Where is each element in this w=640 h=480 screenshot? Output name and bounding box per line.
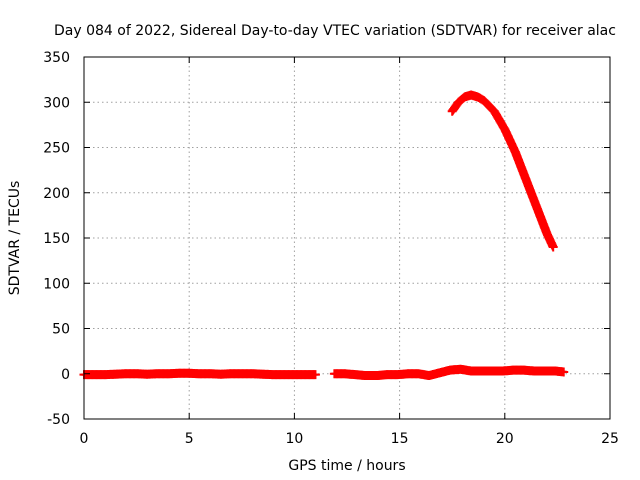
y-tick-label: 350 bbox=[43, 50, 70, 66]
data-point bbox=[548, 242, 558, 252]
y-tick-label: 0 bbox=[61, 367, 70, 383]
x-tick-label: 20 bbox=[496, 431, 514, 447]
data-point bbox=[310, 370, 320, 380]
y-tick-label: 150 bbox=[43, 231, 70, 247]
y-tick-label: 50 bbox=[52, 322, 70, 338]
y-tick-label: 200 bbox=[43, 186, 70, 202]
y-tick-label: 300 bbox=[43, 95, 70, 111]
y-tick-label: -50 bbox=[47, 412, 70, 428]
data-point bbox=[559, 367, 569, 377]
x-tick-label: 25 bbox=[601, 431, 619, 447]
x-tick-label: 10 bbox=[285, 431, 303, 447]
chart-title: Day 084 of 2022, Sidereal Day-to-day VTE… bbox=[54, 23, 616, 39]
x-tick-label: 5 bbox=[185, 431, 194, 447]
y-axis-label: SDTVAR / TECUs bbox=[7, 181, 23, 296]
grid bbox=[84, 57, 610, 419]
x-axis-label: GPS time / hours bbox=[288, 458, 405, 474]
x-tick-label: 15 bbox=[391, 431, 409, 447]
y-tick-label: 250 bbox=[43, 141, 70, 157]
data-series bbox=[79, 90, 569, 381]
x-tick-label: 0 bbox=[80, 431, 89, 447]
axis-ticks: 0 5 10 15 20 25 -50 0 50 100 150 200 250 300 350 bbox=[43, 50, 619, 447]
y-tick-label: 100 bbox=[43, 276, 70, 292]
plot-frame bbox=[83, 56, 611, 420]
